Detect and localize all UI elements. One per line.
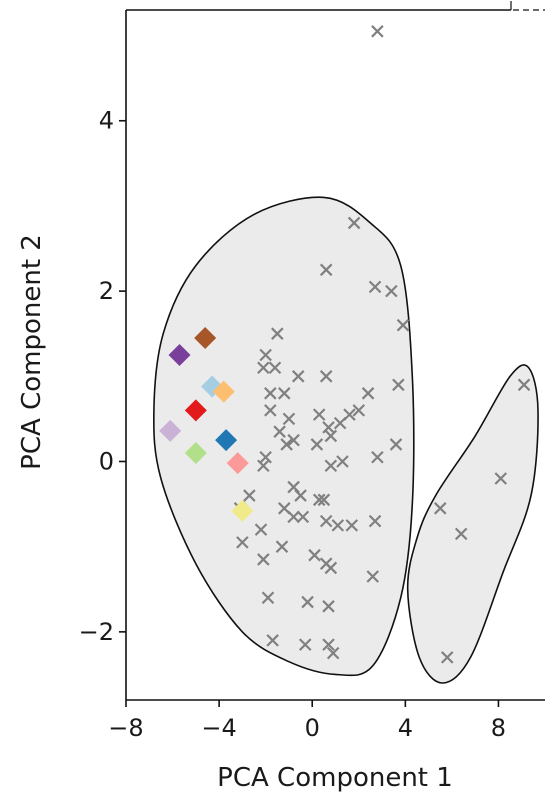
x-marker-point (264, 404, 277, 417)
diamond-marker-point (159, 419, 182, 442)
x-tick-label: −4 (201, 714, 236, 742)
x-marker-point (322, 638, 335, 651)
x-marker-point (389, 438, 403, 451)
x-marker-point (368, 280, 382, 294)
diamond-marker-point (215, 429, 238, 452)
diamond-marker-point (194, 326, 217, 349)
x-marker-point (294, 489, 307, 502)
x-marker-point (454, 527, 468, 541)
x-marker-point (324, 459, 338, 473)
x-marker-point (287, 433, 300, 447)
x-marker-point (308, 548, 321, 562)
x-marker-point (333, 416, 347, 430)
y-tick-label: 2 (99, 277, 114, 305)
x-marker-point (361, 387, 375, 400)
x-marker-point (278, 387, 291, 400)
x-marker-point (243, 489, 256, 502)
x-marker-point (291, 370, 305, 383)
x-marker-point (254, 523, 268, 536)
x-marker-point (517, 378, 531, 392)
y-tick-label: −2 (79, 618, 114, 646)
cluster-regions (153, 196, 539, 684)
diamond-marker-point (231, 499, 254, 522)
x-marker-point (257, 361, 270, 375)
x-tick-label: −8 (108, 714, 143, 742)
x-marker-point (371, 450, 384, 464)
x-marker-point (273, 425, 286, 438)
x-tick-label: 0 (305, 714, 320, 742)
x-marker-point (271, 327, 284, 340)
x-marker-point (298, 638, 312, 651)
x-marker-point (440, 651, 454, 664)
diamond-marker-point (184, 441, 207, 464)
x-marker-point (282, 412, 296, 426)
x-marker-point (264, 387, 277, 400)
diamond-marker-point (184, 399, 207, 422)
x-marker-point (352, 404, 366, 417)
x-marker-point (371, 25, 384, 38)
x-marker-point (494, 472, 508, 485)
diamond-marker-point (212, 380, 235, 403)
x-marker-point (261, 591, 275, 605)
x-marker-point (392, 378, 405, 392)
data-points (159, 25, 531, 664)
x-marker-point (345, 519, 359, 532)
x-marker-point (259, 450, 272, 464)
x-marker-point (324, 429, 338, 443)
x-marker-point (280, 438, 293, 451)
y-tick-label: 4 (99, 107, 114, 135)
x-marker-point (322, 600, 335, 613)
x-marker-point (310, 438, 324, 451)
x-marker-point (259, 348, 272, 362)
x-marker-point (319, 514, 333, 528)
x-marker-point (275, 540, 289, 553)
x-marker-point (326, 646, 340, 660)
x-marker-point (385, 284, 398, 298)
x-marker-point (319, 370, 333, 383)
axes (125, 1, 545, 701)
x-marker-point (236, 536, 249, 549)
diamond-marker-point (168, 344, 191, 366)
x-marker-point (266, 634, 279, 647)
x-marker-point (296, 510, 310, 524)
x-marker-point (331, 519, 345, 532)
x-marker-point (396, 318, 410, 332)
cluster-region-2 (406, 364, 539, 684)
x-marker-point (319, 263, 333, 277)
x-tick-label: 8 (491, 714, 506, 742)
x-marker-point (301, 595, 314, 609)
diamond-marker-point (226, 452, 249, 475)
x-marker-point (287, 510, 300, 524)
x-marker-point (366, 570, 380, 583)
x-axis-label: PCA Component 1 (217, 763, 453, 793)
x-marker-point (368, 514, 382, 528)
x-marker-point (347, 216, 361, 230)
x-marker-point (324, 561, 338, 575)
x-marker-point (317, 493, 331, 507)
x-marker-point (268, 361, 282, 375)
tick-group: −8 −4 0 4 8 −2 0 2 4 (79, 107, 506, 742)
y-axis-label: PCA Component 2 (17, 234, 47, 470)
y-tick-label: 0 (99, 447, 114, 475)
x-marker-point (433, 502, 447, 515)
x-marker-point (257, 553, 270, 566)
x-marker-point (336, 455, 349, 468)
x-marker-point (312, 408, 326, 421)
x-marker-point (312, 493, 326, 507)
x-tick-label: 4 (398, 714, 413, 742)
